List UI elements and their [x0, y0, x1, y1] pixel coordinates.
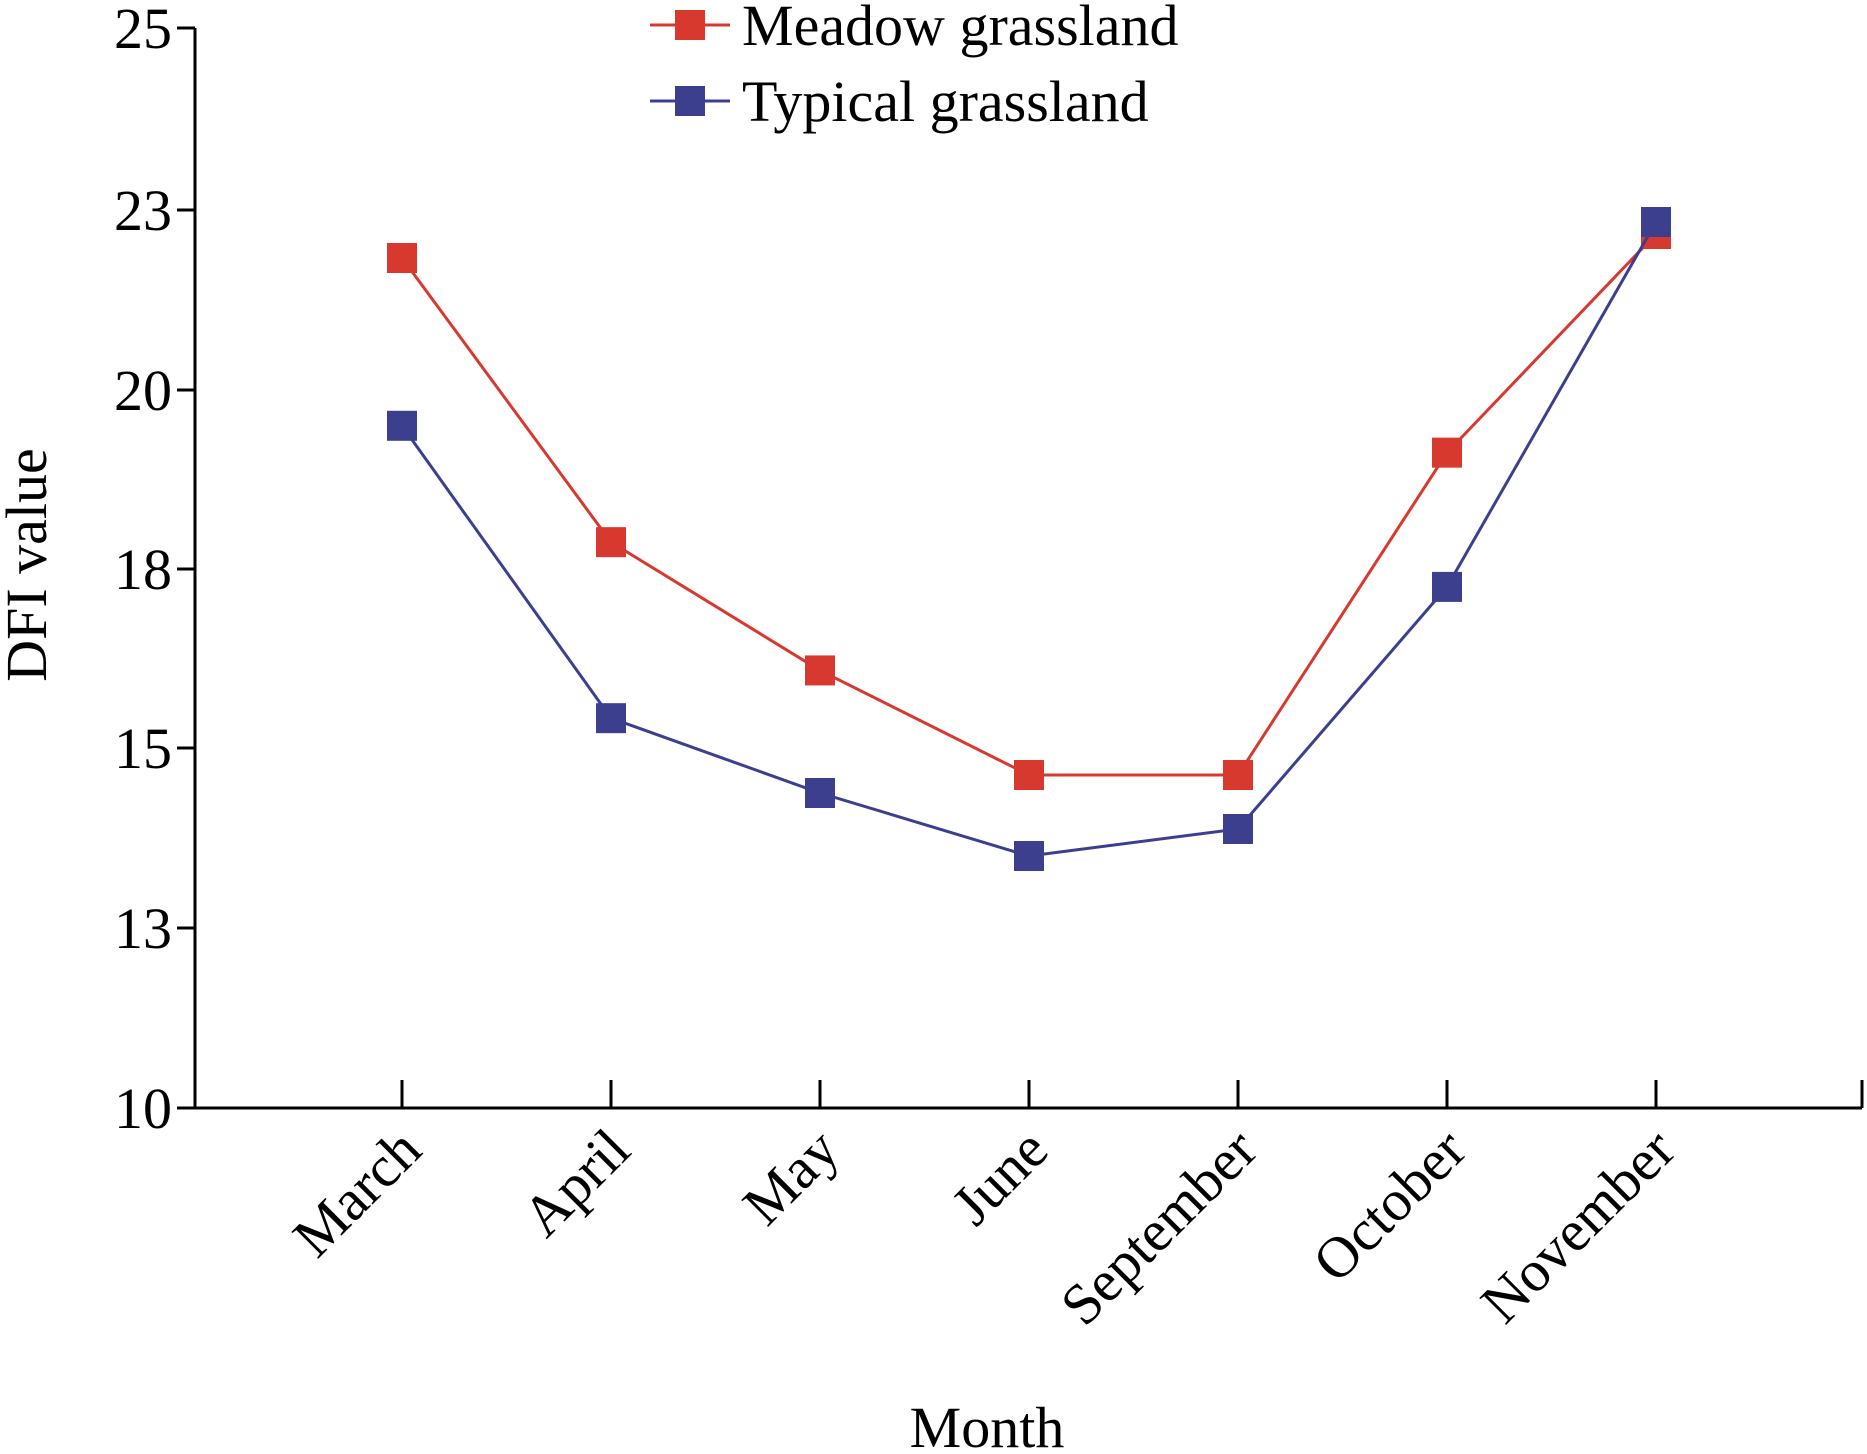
legend: Meadow grassland Typical grassland — [650, 0, 1179, 134]
y-axis-title: DFI value — [0, 448, 59, 682]
legend-label: Meadow grassland — [742, 0, 1179, 58]
data-point — [387, 243, 417, 273]
data-point — [387, 410, 417, 441]
x-axis-title: Month — [910, 1395, 1065, 1454]
data-point — [596, 703, 626, 734]
x-tick-label: April — [510, 1116, 643, 1249]
y-tick-label: 23 — [114, 178, 172, 243]
x-tick-label: May — [730, 1116, 851, 1237]
data-point — [805, 655, 835, 686]
legend-marker — [675, 10, 705, 40]
x-tick-label: November — [1468, 1116, 1687, 1335]
legend-marker — [675, 86, 705, 116]
data-point — [1432, 571, 1462, 602]
data-point — [1223, 814, 1253, 844]
series-line — [400, 232, 1658, 777]
y-tick-label: 20 — [114, 358, 172, 423]
x-tick-label: June — [939, 1116, 1060, 1237]
data-point — [1432, 437, 1462, 468]
y-tick-label: 18 — [114, 537, 172, 602]
y-axis-ticks: 10 13 15 18 20 23 25 — [114, 0, 195, 1141]
legend-entry-1: Typical grassland — [650, 69, 1149, 134]
data-point — [1641, 207, 1671, 237]
series-0 — [387, 219, 1671, 790]
data-point — [1223, 760, 1253, 790]
data-point — [805, 778, 835, 808]
y-tick-label: 10 — [114, 1076, 172, 1141]
axes — [193, 28, 1864, 1110]
legend-label: Typical grassland — [742, 69, 1149, 134]
x-tick-label: September — [1048, 1116, 1269, 1337]
y-tick-label: 25 — [114, 0, 172, 61]
x-tick-label: October — [1300, 1116, 1478, 1294]
y-tick-label: 13 — [114, 896, 172, 961]
series-layer — [387, 207, 1671, 871]
series-1 — [387, 207, 1671, 871]
y-tick-label: 15 — [114, 716, 172, 781]
x-tick-label: March — [280, 1116, 433, 1269]
data-point — [596, 527, 626, 558]
data-point — [1014, 760, 1044, 790]
legend-entry-0: Meadow grassland — [650, 0, 1179, 58]
data-point — [1014, 841, 1044, 871]
